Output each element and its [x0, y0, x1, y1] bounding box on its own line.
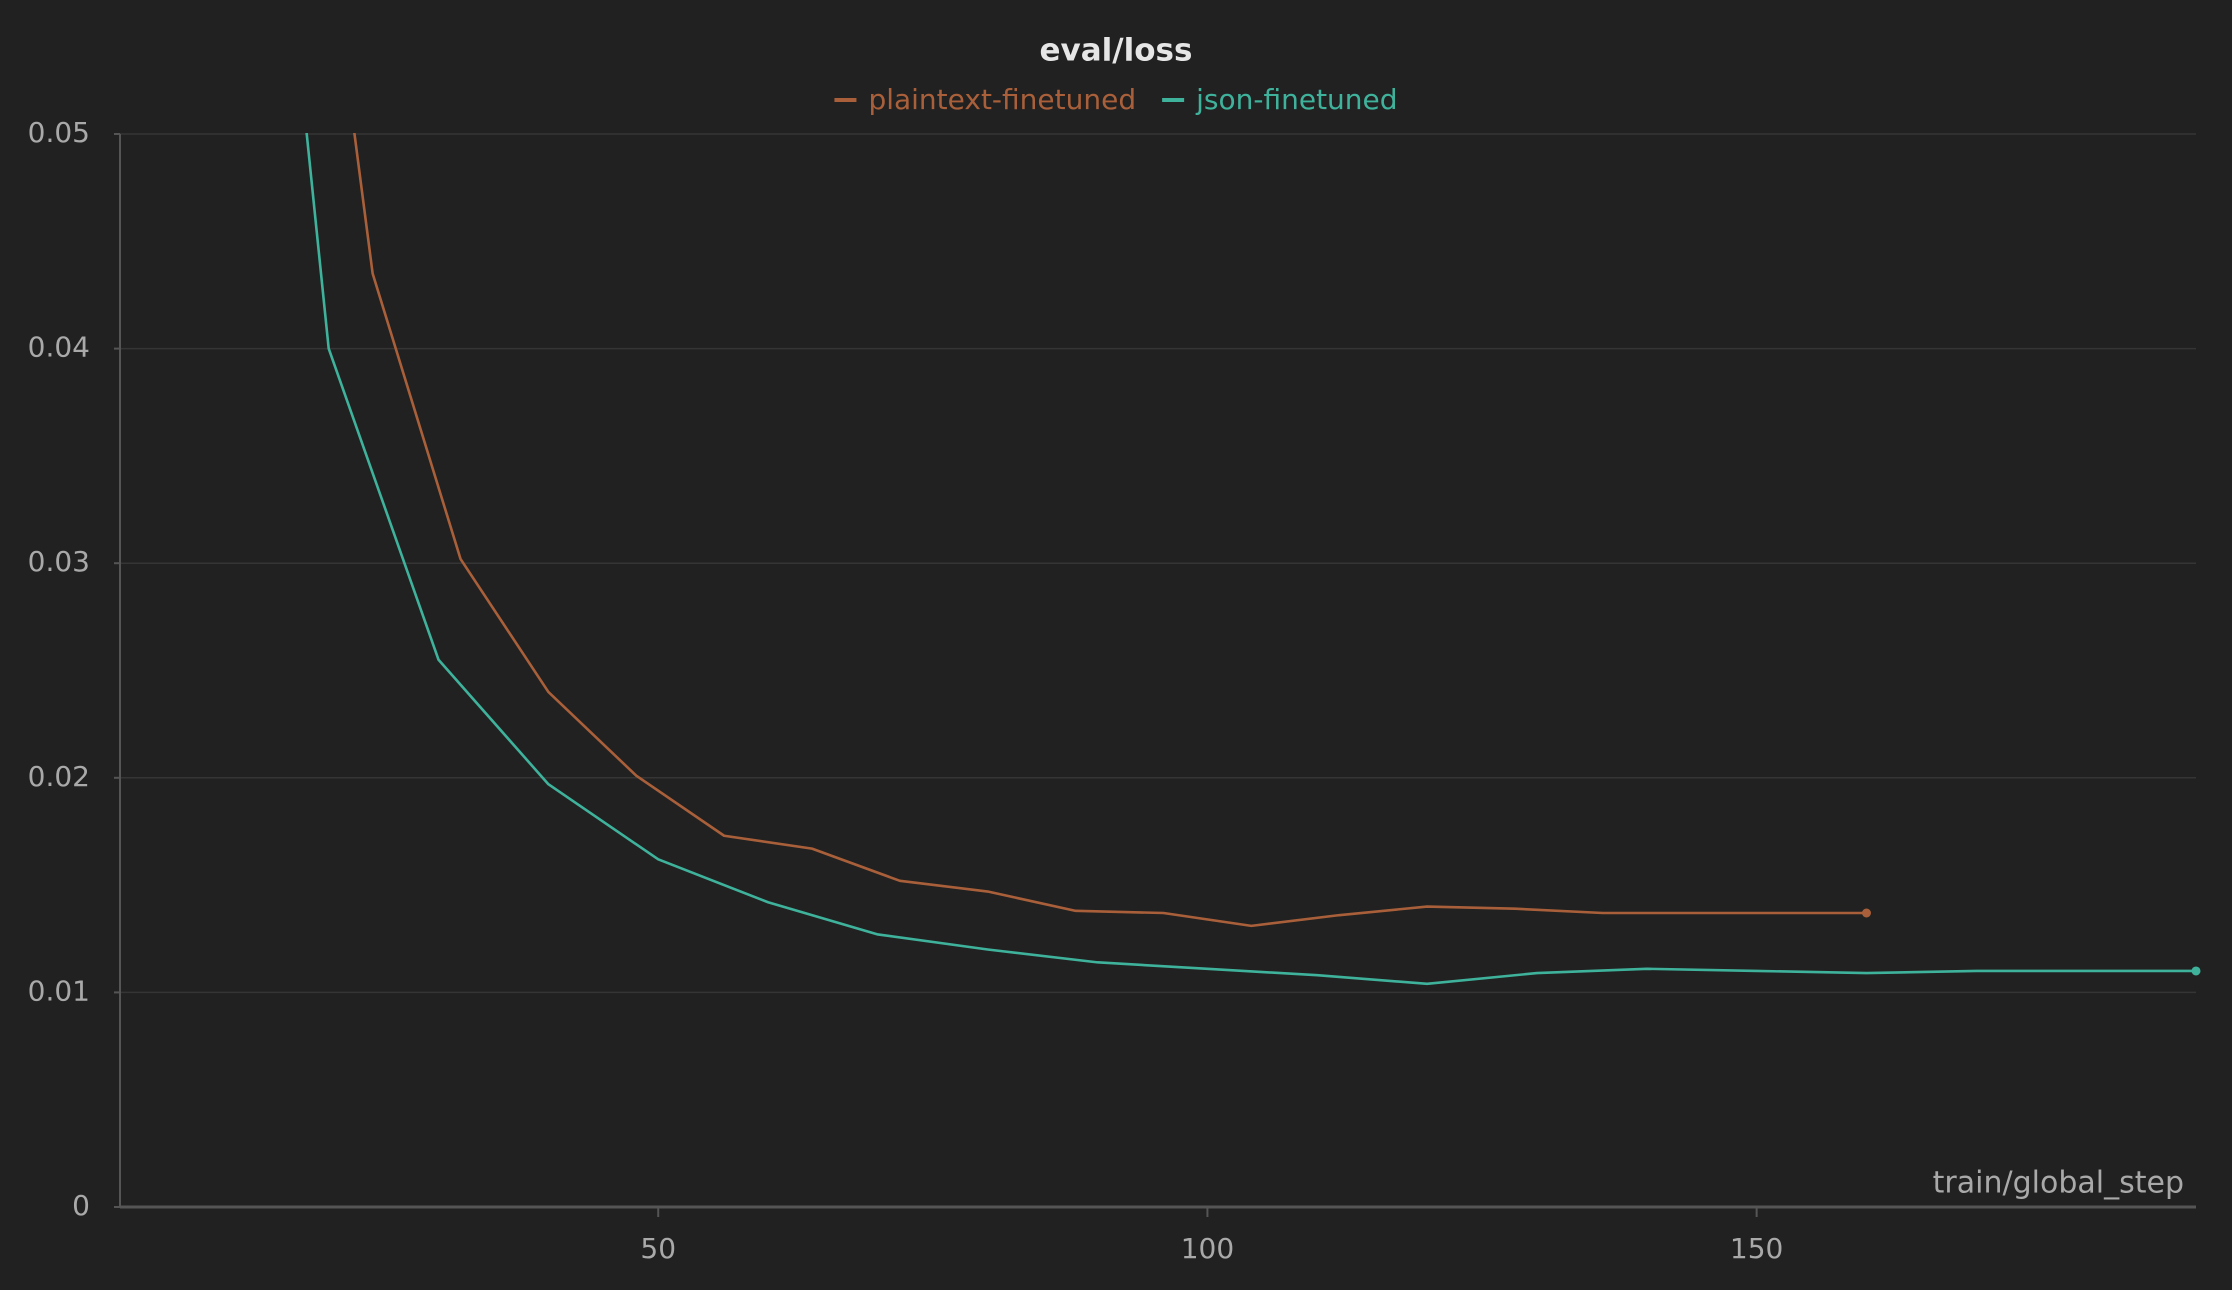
y-tick-label: 0.05: [28, 116, 90, 149]
x-tick-label: 150: [1730, 1232, 1783, 1265]
y-tick-label: 0.03: [28, 545, 90, 578]
y-tick-label: 0: [72, 1189, 90, 1222]
series-line: [305, 133, 2196, 986]
chart-title: eval/loss: [1040, 33, 1193, 69]
x-tick-label: 100: [1181, 1232, 1234, 1265]
y-tick-label: 0.02: [28, 760, 90, 793]
plot-area: [305, 133, 2201, 986]
x-axis-label: train/global_step: [1933, 1166, 2184, 1201]
y-tick-label: 0.04: [28, 331, 90, 364]
legend: plaintext-finetuned json-finetuned: [834, 83, 1398, 116]
end-point: [2191, 966, 2201, 976]
x-tick-label: 50: [640, 1232, 676, 1265]
legend-label: json-finetuned: [1195, 83, 1397, 116]
series-line: [353, 133, 1867, 928]
legend-label: plaintext-finetuned: [868, 83, 1136, 116]
end-point: [1861, 908, 1871, 918]
y-tick-label: 0.01: [28, 974, 90, 1007]
